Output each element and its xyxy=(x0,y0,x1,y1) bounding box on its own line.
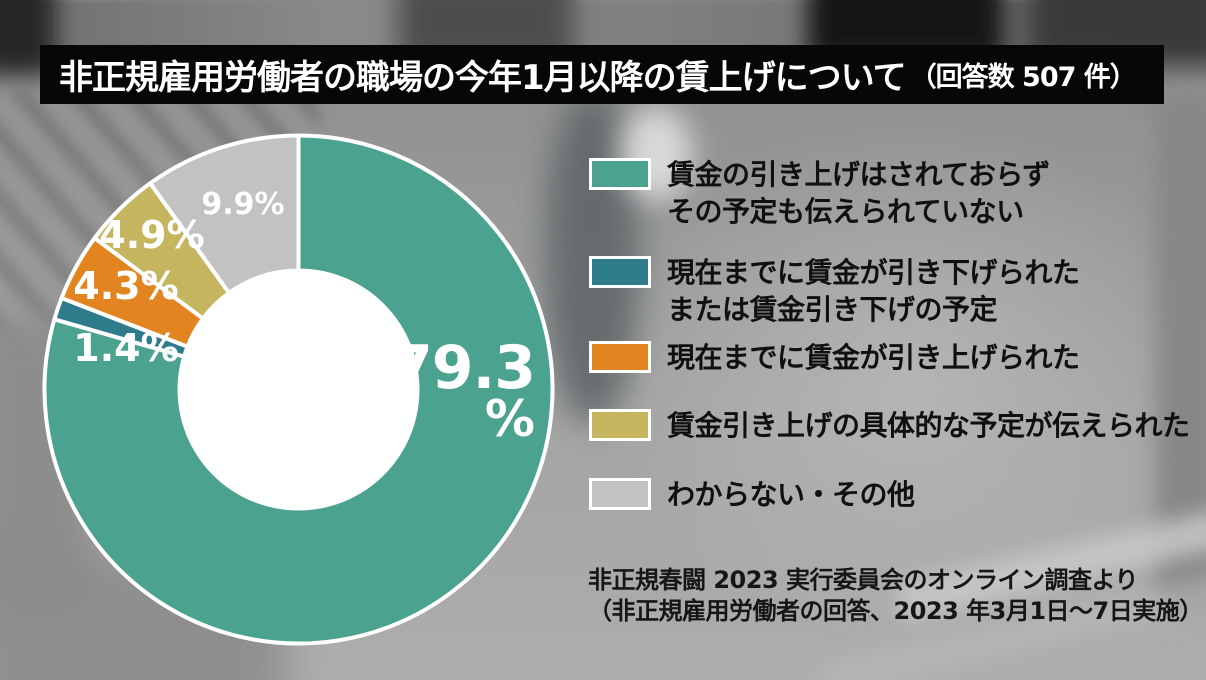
legend-item-raised: 現在までに賃金が引き上げられた xyxy=(589,339,1080,376)
source-line: （非正規雇用労働者の回答、2023 年3月1日〜7日実施） xyxy=(588,597,1203,625)
legend-label: 現在までに賃金が引き上げられた xyxy=(667,339,1080,376)
legend-swatch xyxy=(589,409,651,441)
background-blob xyxy=(0,0,1206,52)
source-note: 非正規春闘 2023 実行委員会のオンライン調査より （非正規雇用労働者の回答、… xyxy=(588,565,1203,627)
legend-label-line: または賃金引き下げの予定 xyxy=(667,293,998,326)
donut-segment xyxy=(42,133,555,646)
legend-label-line: 賃金引き上げの具体的な予定が伝えられた xyxy=(667,409,1190,442)
segment-label-no-raise: 79.3 % xyxy=(340,333,536,448)
source-line: 非正規春闘 2023 実行委員会のオンライン調査より xyxy=(588,566,1139,594)
legend-swatch xyxy=(589,158,651,190)
segment-label-unknown: 9.9% xyxy=(201,187,285,222)
legend-item-planned: 賃金引き上げの具体的な予定が伝えられた xyxy=(589,407,1190,444)
legend-label-line: わからない・その他 xyxy=(667,478,915,511)
donut-chart xyxy=(42,133,555,646)
page-title: 非正規雇用労働者の職場の今年1月以降の賃上げについて xyxy=(59,58,907,98)
legend-swatch xyxy=(589,256,651,288)
segment-label-raised: 4.3% xyxy=(73,264,179,308)
legend-label: 賃金の引き上げはされておらず その予定も伝えられていない xyxy=(667,156,1050,230)
segment-value: 79.3 xyxy=(390,333,536,403)
legend-label-line: 現在までに賃金が引き下げられた xyxy=(667,256,1080,289)
legend-item-no-raise: 賃金の引き上げはされておらず その予定も伝えられていない xyxy=(589,156,1050,230)
title-bar: 非正規雇用労働者の職場の今年1月以降の賃上げについて （回答数 507 件） xyxy=(40,45,1164,104)
legend-item-wage-cut: 現在までに賃金が引き下げられた または賃金引き下げの予定 xyxy=(589,254,1080,328)
legend-label: 賃金引き上げの具体的な予定が伝えられた xyxy=(667,407,1190,444)
segment-label-wage-cut: 1.4% xyxy=(73,326,179,370)
legend-label-line: その予定も伝えられていない xyxy=(667,195,1024,228)
donut-hole xyxy=(179,270,418,509)
segment-unit: % xyxy=(484,390,535,448)
legend-swatch xyxy=(589,478,651,510)
donut-chart-area: 1.4% 4.3% 4.9% 9.9% 79.3 % xyxy=(40,131,557,648)
page-title-respondents: （回答数 507 件） xyxy=(909,62,1137,93)
segment-label-planned: 4.9% xyxy=(99,213,205,257)
legend-label: わからない・その他 xyxy=(667,476,915,513)
legend-label-line: 現在までに賃金が引き上げられた xyxy=(667,341,1080,374)
legend-item-unknown: わからない・その他 xyxy=(589,476,915,513)
legend-swatch xyxy=(589,341,651,373)
legend-label-line: 賃金の引き上げはされておらず xyxy=(667,158,1050,191)
legend-label: 現在までに賃金が引き下げられた または賃金引き下げの予定 xyxy=(667,254,1080,328)
